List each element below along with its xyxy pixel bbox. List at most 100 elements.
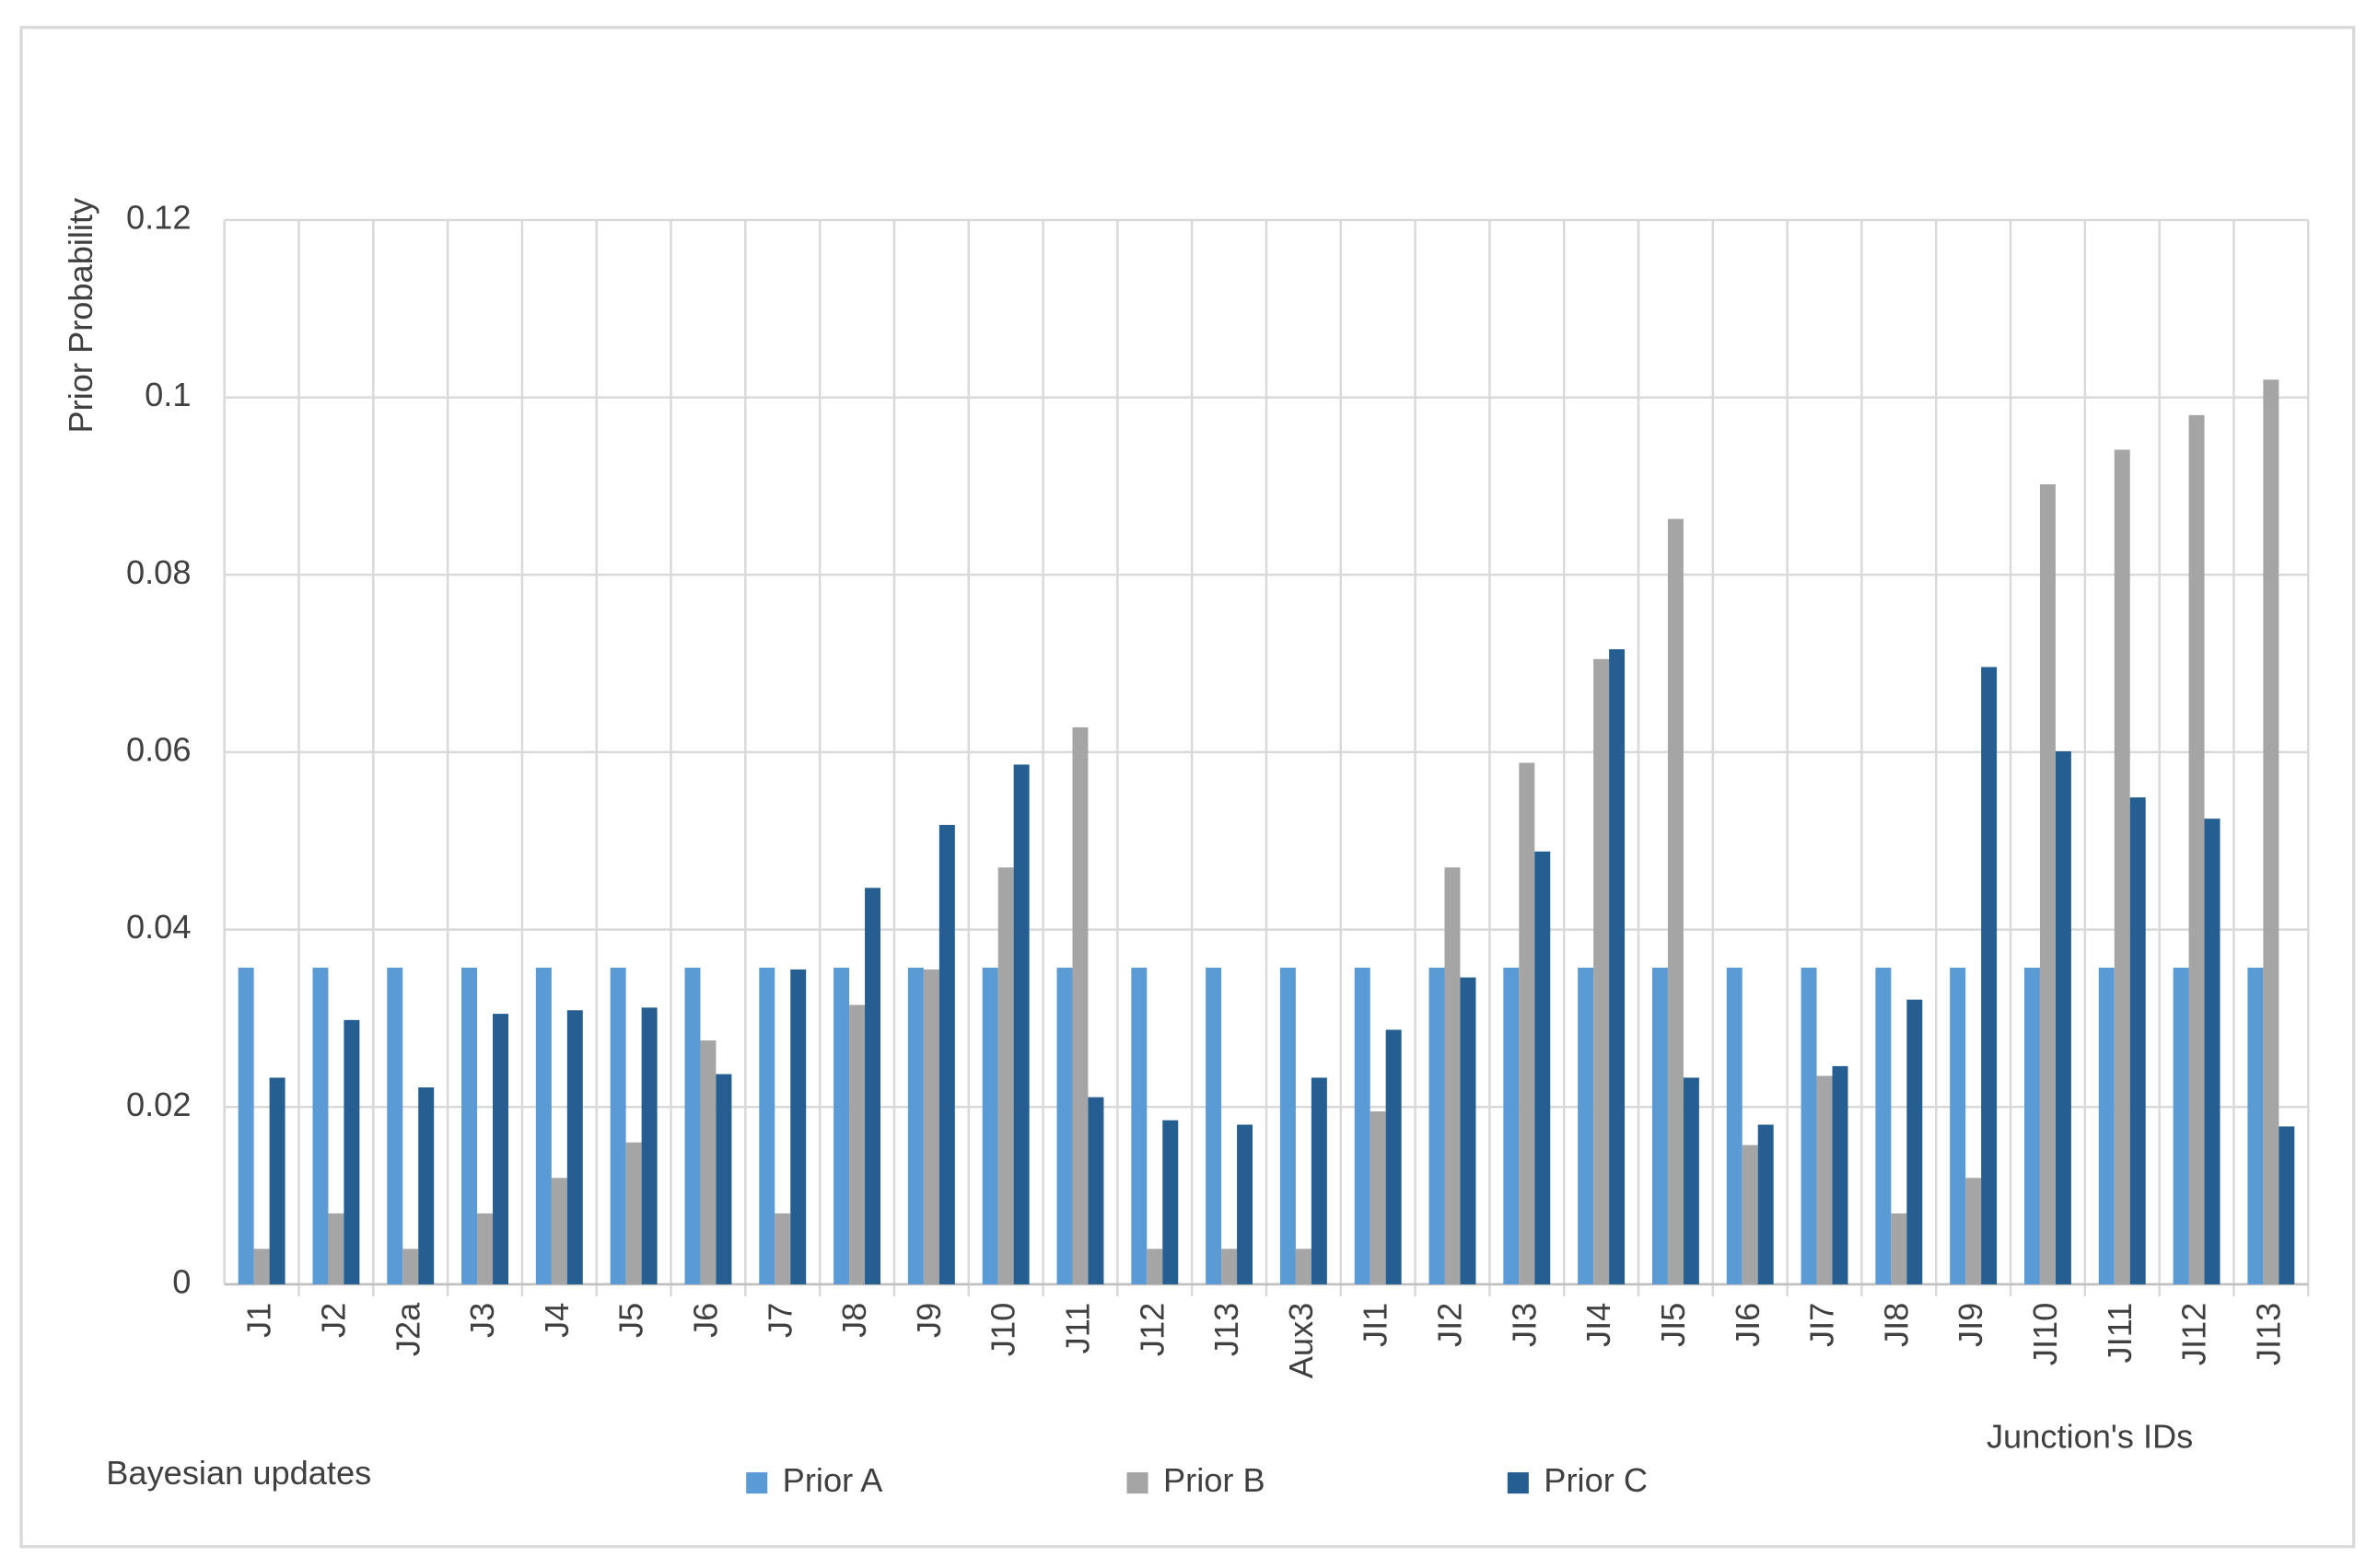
x-tick-label: J8 bbox=[835, 1303, 873, 1338]
legend-label: Prior C bbox=[1544, 1461, 1648, 1499]
bar bbox=[2114, 449, 2130, 1284]
bar bbox=[833, 968, 850, 1284]
bar bbox=[1578, 968, 1594, 1284]
x-tick-label: JI4 bbox=[1580, 1303, 1617, 1347]
bar bbox=[1162, 1120, 1179, 1284]
bar bbox=[238, 968, 254, 1284]
bar bbox=[1651, 968, 1668, 1284]
bar bbox=[566, 1010, 583, 1284]
bar bbox=[461, 968, 478, 1284]
bar bbox=[387, 968, 403, 1284]
bar bbox=[907, 968, 924, 1284]
bar bbox=[1875, 968, 1892, 1284]
bar bbox=[1056, 968, 1073, 1284]
legend-label: Prior A bbox=[783, 1461, 884, 1499]
bar bbox=[269, 1077, 286, 1284]
bar bbox=[2039, 484, 2056, 1284]
x-tick-label: J2a bbox=[389, 1302, 426, 1356]
x-tick-label: JI10 bbox=[2026, 1303, 2064, 1365]
bar bbox=[402, 1249, 419, 1284]
x-tick-label: JI6 bbox=[1729, 1303, 1766, 1347]
bar bbox=[641, 1007, 658, 1284]
bar bbox=[1757, 1124, 1774, 1284]
bar bbox=[1832, 1065, 1848, 1284]
x-tick-label: JI1 bbox=[1357, 1303, 1394, 1347]
bar bbox=[1221, 1249, 1238, 1284]
bar bbox=[1965, 1178, 1982, 1284]
bar bbox=[2173, 968, 2189, 1284]
x-tick-label: J10 bbox=[985, 1303, 1022, 1356]
legend-swatch bbox=[1507, 1472, 1529, 1494]
x-tick-label: JI12 bbox=[2175, 1303, 2213, 1365]
bar bbox=[312, 968, 329, 1284]
bar bbox=[2263, 379, 2279, 1284]
bar bbox=[610, 968, 626, 1284]
legend-label: Prior B bbox=[1163, 1461, 1265, 1499]
bar bbox=[1667, 518, 1684, 1284]
x-tick-label: J3 bbox=[463, 1303, 501, 1338]
bar bbox=[2023, 968, 2040, 1284]
x-tick-label: J9 bbox=[910, 1303, 948, 1338]
x-tick-label: J11 bbox=[1059, 1303, 1097, 1354]
y-tick-label: 0.1 bbox=[145, 376, 191, 413]
legend-swatch bbox=[1126, 1472, 1148, 1494]
x-tick-label: JI7 bbox=[1803, 1303, 1841, 1347]
bar bbox=[1460, 977, 1476, 1284]
bar bbox=[684, 968, 701, 1284]
bar bbox=[1683, 1077, 1699, 1284]
bar bbox=[625, 1142, 642, 1284]
x-tick-label: J6 bbox=[687, 1303, 725, 1338]
bar bbox=[1609, 649, 1626, 1284]
y-tick-label: 0.06 bbox=[126, 730, 192, 768]
bar bbox=[253, 1249, 270, 1284]
bar bbox=[1891, 1213, 1907, 1284]
bar bbox=[1519, 762, 1535, 1284]
bar bbox=[1370, 1111, 1386, 1284]
x-tick-label: J4 bbox=[538, 1303, 576, 1338]
bar bbox=[1311, 1077, 1327, 1284]
bar bbox=[759, 968, 775, 1284]
bar bbox=[535, 968, 552, 1284]
bar bbox=[2247, 968, 2264, 1284]
x-axis-title: Junction's IDs bbox=[1987, 1417, 2193, 1455]
bar bbox=[1295, 1249, 1311, 1284]
bar bbox=[551, 1178, 567, 1284]
x-tick-label: Aux3 bbox=[1282, 1303, 1320, 1379]
bar bbox=[493, 1014, 508, 1284]
bar bbox=[1237, 1124, 1253, 1284]
bar bbox=[938, 824, 955, 1284]
x-tick-label: J13 bbox=[1207, 1303, 1245, 1356]
x-tick-label: J2 bbox=[314, 1303, 352, 1338]
bar bbox=[1534, 851, 1551, 1284]
y-tick-label: 0.08 bbox=[126, 553, 192, 591]
y-tick-label: 0 bbox=[172, 1262, 191, 1300]
bar bbox=[328, 1213, 344, 1284]
x-tick-label: JI5 bbox=[1654, 1303, 1692, 1347]
x-tick-label: J7 bbox=[761, 1303, 798, 1338]
bar bbox=[2098, 968, 2115, 1284]
bar bbox=[2188, 414, 2205, 1284]
bar bbox=[1072, 726, 1089, 1284]
x-tick-label: J1 bbox=[240, 1303, 278, 1338]
bar bbox=[1385, 1029, 1402, 1284]
bar bbox=[418, 1087, 435, 1284]
bar bbox=[1279, 968, 1296, 1284]
y-tick-label: 0.04 bbox=[126, 908, 192, 946]
bar bbox=[1206, 968, 1222, 1284]
bar bbox=[1013, 764, 1030, 1284]
x-tick-label: JI3 bbox=[1505, 1303, 1543, 1347]
bar bbox=[775, 1213, 791, 1284]
bar bbox=[2204, 819, 2221, 1284]
bar bbox=[1131, 968, 1148, 1284]
bar bbox=[700, 1040, 717, 1284]
bar bbox=[923, 969, 939, 1284]
bar bbox=[716, 1074, 732, 1284]
bar bbox=[1503, 968, 1520, 1284]
bar bbox=[2129, 797, 2146, 1284]
y-tick-label: 0.02 bbox=[126, 1086, 192, 1123]
annotation: Bayesian updates bbox=[106, 1454, 371, 1492]
bar bbox=[1354, 968, 1370, 1284]
bar bbox=[1950, 968, 1966, 1284]
bar bbox=[1742, 1144, 1758, 1284]
